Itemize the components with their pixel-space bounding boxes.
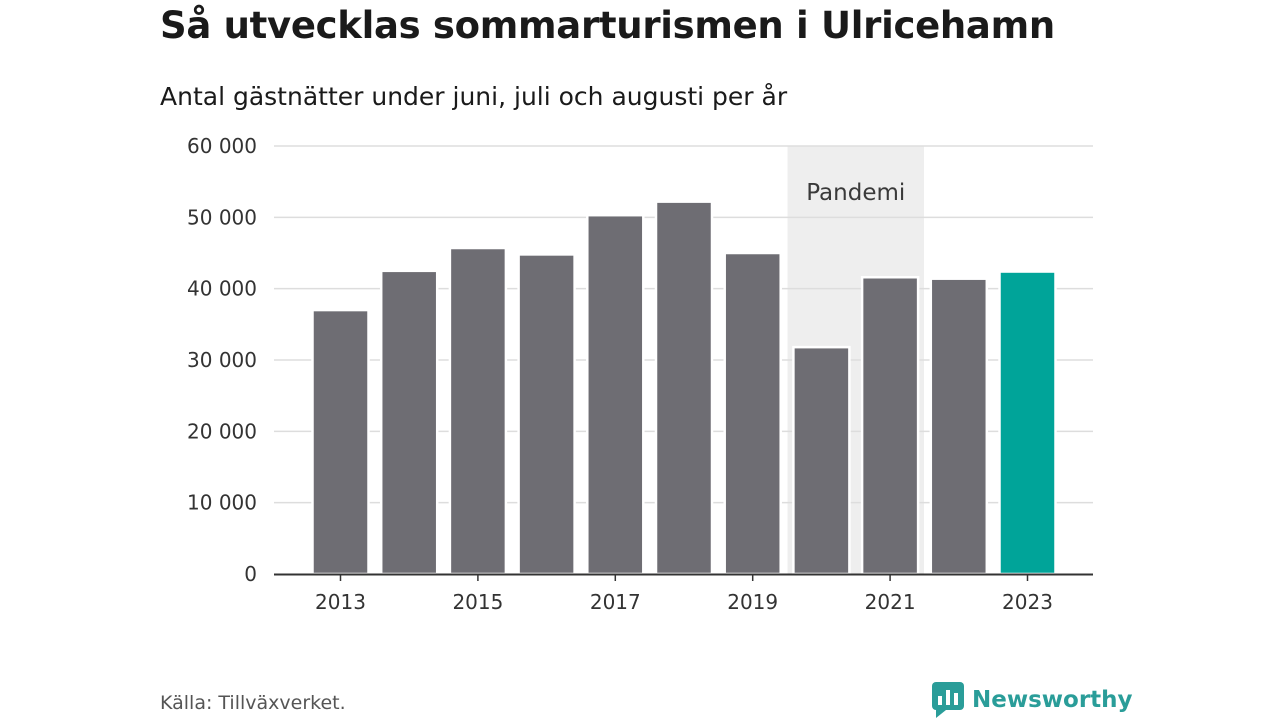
chart-subtitle: Antal gästnätter under juni, juli och au… <box>160 82 788 111</box>
bar-2020 <box>792 345 851 576</box>
y-tick-label: 40 000 <box>187 277 257 301</box>
y-tick-label: 0 <box>244 562 257 586</box>
bar-2021 <box>860 276 920 576</box>
y-tick-label: 60 000 <box>187 134 257 158</box>
chart-title: Så utvecklas sommarturismen i Ulricehamn <box>160 4 1055 47</box>
source-note: Källa: Tillväxverket. <box>160 692 346 714</box>
bar-2023 <box>998 270 1057 576</box>
annotation-label: Pandemi <box>806 180 905 206</box>
brand-name: Newsworthy <box>972 687 1133 713</box>
x-tick-label: 2015 <box>452 590 503 614</box>
bar-2014 <box>379 269 439 576</box>
brand-logo: Newsworthy <box>932 682 1133 718</box>
x-tick-label: 2023 <box>1002 590 1053 614</box>
y-tick-label: 10 000 <box>187 491 257 515</box>
bar-2017 <box>586 213 645 576</box>
x-tick-label: 2021 <box>865 590 916 614</box>
y-tick-label: 30 000 <box>187 348 257 372</box>
bar-2019 <box>723 251 782 576</box>
bar-2015 <box>448 246 508 576</box>
bar-2013 <box>311 308 370 576</box>
x-tick-label: 2019 <box>727 590 778 614</box>
bar-chart: 0 10 000 20 000 30 000 40 000 50 000 60 000 Pan… <box>187 134 1093 614</box>
y-tick-label: 20 000 <box>187 419 257 443</box>
x-tick-label: 2017 <box>590 590 641 614</box>
bar-2016 <box>517 253 576 576</box>
y-tick-label: 50 000 <box>187 205 257 229</box>
bar-2018 <box>654 200 714 576</box>
newsworthy-logo-icon <box>932 682 964 718</box>
bar-2022 <box>929 277 989 576</box>
x-tick-label: 2013 <box>315 590 366 614</box>
